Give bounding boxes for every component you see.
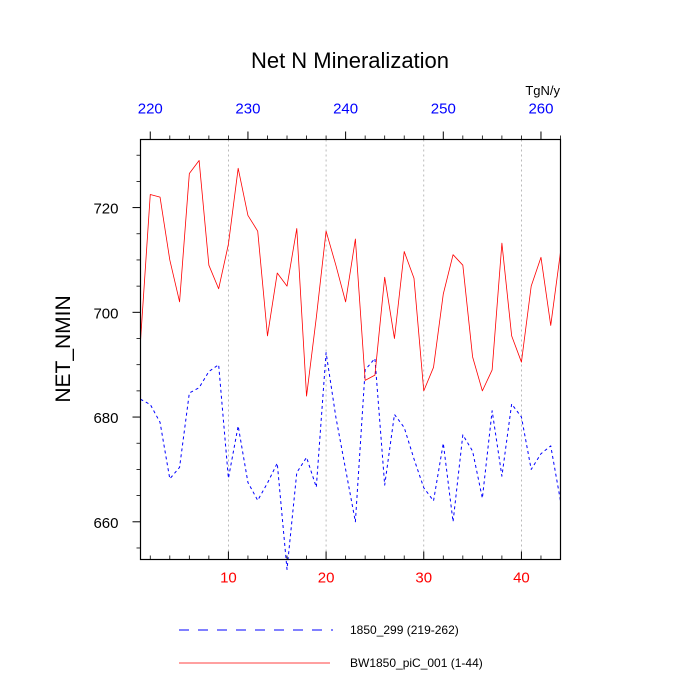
series-line-1850-299 <box>140 352 561 570</box>
legend-label-1850-299: 1850_299 (219-262) <box>350 623 459 637</box>
series-lines <box>140 160 561 570</box>
bottom-tick-label: 40 <box>513 570 530 587</box>
legend-label-bw1850-pic-001: BW1850_piC_001 (1-44) <box>350 656 483 670</box>
left-tick-label: 700 <box>93 305 118 322</box>
y-axis-label: NET_NMIN <box>52 295 75 402</box>
left-tick-label: 660 <box>93 515 118 532</box>
left-tick-label: 680 <box>93 410 118 427</box>
top-tick-label: 250 <box>431 101 456 118</box>
bottom-tick-label: 10 <box>220 570 237 587</box>
axes: 10 20 30 40 220 230 240 250 260 660 680 700 720 <box>93 101 561 587</box>
series-line-bw1850-pic-001 <box>140 160 561 397</box>
plot-frame <box>139 138 562 561</box>
top-tick-label: 220 <box>138 101 163 118</box>
chart-title: Net N Mineralization <box>251 48 449 73</box>
top-tick-label: 230 <box>235 101 260 118</box>
legend: 1850_299 (219-262) BW1850_piC_001 (1-44) <box>179 623 483 670</box>
grid-lines <box>228 139 522 560</box>
top-tick-label: 260 <box>528 101 553 118</box>
left-tick-label: 720 <box>93 201 118 218</box>
top-tick-label: 240 <box>333 101 358 118</box>
bottom-tick-label: 20 <box>318 570 335 587</box>
bottom-tick-label: 30 <box>415 570 432 587</box>
units-label: TgN/y <box>525 83 560 98</box>
